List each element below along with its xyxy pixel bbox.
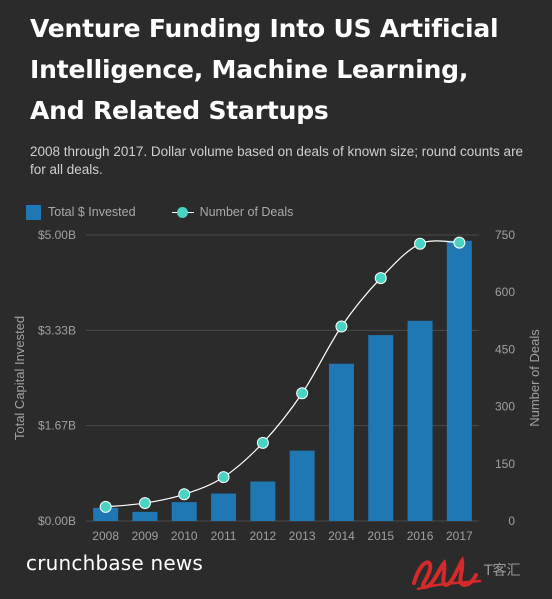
y-tick-label: $5.00B (38, 228, 76, 242)
deal-point-2017 (453, 236, 466, 249)
chart-subtitle: 2008 through 2017. Dollar volume based o… (30, 144, 524, 177)
chart-title: Venture Funding Into US Artificial Intel… (30, 14, 499, 125)
legend-item-invested: Total $ Invested (26, 204, 136, 220)
legend-line-swatch-icon (171, 205, 194, 220)
brand-logo: crunchbase news (26, 551, 204, 575)
x-tick-label: 2009 (132, 529, 159, 543)
deal-point-2013 (296, 387, 309, 400)
x-tick-label: 2012 (249, 529, 276, 543)
legend-label-deals: Number of Deals (199, 205, 294, 219)
deal-point-2008 (99, 500, 112, 513)
y2-tick-label: 450 (495, 342, 515, 356)
legend-bar-swatch-icon (26, 204, 41, 220)
x-tick-label: 2011 (211, 529, 237, 543)
x-tick-label: 2008 (92, 529, 119, 543)
y2-tick-label: 0 (508, 514, 515, 528)
bar-2015 (368, 335, 394, 521)
bar-2011 (211, 493, 237, 521)
x-tick-label: 2014 (328, 529, 355, 543)
bar-2017 (446, 240, 472, 521)
y2-tick-label: 300 (495, 400, 515, 414)
y2-tick-label: 600 (495, 285, 515, 299)
watermark-logo-icon (412, 555, 482, 591)
deals-line (105, 240, 460, 508)
bar-2014 (328, 363, 354, 521)
x-tick-label: 2015 (367, 529, 394, 543)
x-tick-label: 2010 (171, 529, 198, 543)
bar-2010 (171, 502, 197, 521)
deal-point-2011 (217, 471, 230, 484)
y2-axis-title: Number of Deals (527, 329, 542, 427)
y-tick-label: $1.67B (38, 419, 76, 433)
y-tick-label: $3.33B (38, 323, 76, 337)
watermark-text: T客汇 (484, 563, 521, 579)
legend: Total $ Invested Number of Deals (26, 203, 329, 221)
bar-2012 (250, 481, 276, 521)
x-tick-label: 2016 (407, 529, 434, 543)
y2-tick-label: 750 (495, 228, 515, 242)
x-tick-label: 2013 (289, 529, 316, 543)
y-axis-title: Total Capital Invested (12, 316, 27, 440)
x-tick-label: 2017 (446, 529, 473, 543)
legend-item-deals: Number of Deals (171, 205, 294, 220)
deal-point-2015 (374, 272, 387, 285)
deal-point-2012 (256, 436, 269, 449)
y2-tick-label: 150 (495, 457, 515, 471)
deal-point-2016 (414, 237, 427, 250)
deal-point-2010 (178, 488, 191, 501)
bar-2013 (289, 450, 315, 521)
deal-point-2009 (138, 497, 151, 510)
bar-2016 (407, 320, 433, 521)
legend-label-invested: Total $ Invested (48, 205, 136, 219)
bar-2008 (93, 507, 119, 521)
y-tick-label: $0.00B (38, 514, 76, 528)
bar-2009 (132, 511, 158, 521)
deal-point-2014 (335, 320, 348, 333)
